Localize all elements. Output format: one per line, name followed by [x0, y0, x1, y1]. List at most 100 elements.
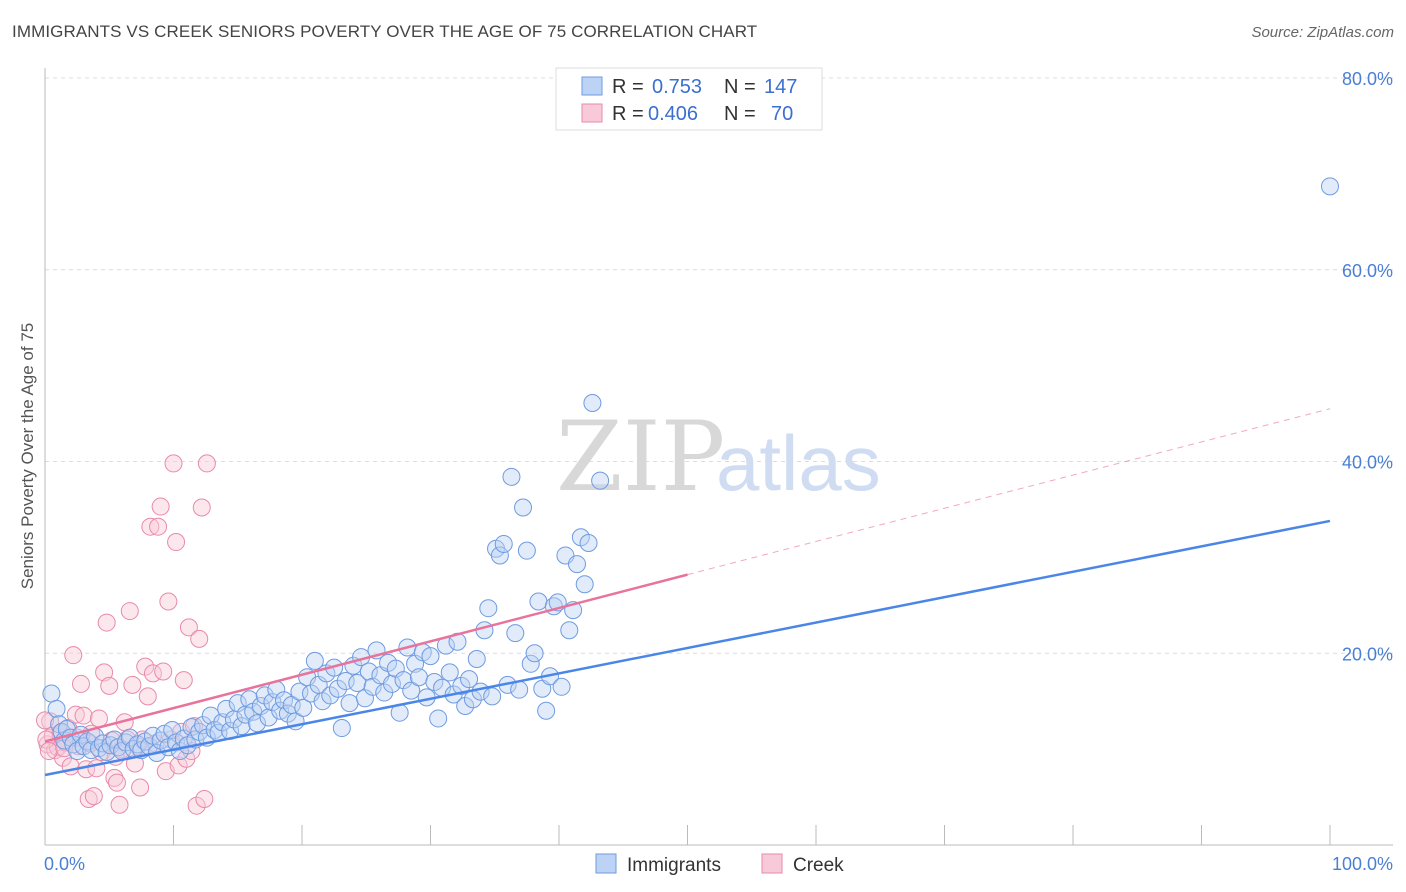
creek-points	[36, 454, 216, 815]
creek-point-20	[89, 709, 108, 728]
legend-r-label-2: R =	[612, 103, 644, 125]
immigrants-point-79	[340, 694, 359, 713]
immigrants-point-141	[579, 533, 598, 552]
watermark-atlas: atlas	[716, 419, 881, 507]
creek-point-14	[74, 706, 93, 725]
immigrants-point-115	[479, 599, 498, 618]
x-tick-label-0: 0.0%	[44, 854, 85, 874]
immigrants-point-77	[332, 719, 351, 738]
creek-point-49	[164, 454, 183, 473]
immigrants-point-110	[460, 670, 479, 689]
creek-point-55	[179, 618, 198, 637]
immigrants-point-100	[421, 647, 440, 666]
immigrants-point-136	[560, 621, 579, 640]
immigrants-point-102	[429, 709, 448, 728]
immigrants-point-105	[440, 663, 459, 682]
bottom-legend-immigrants: Immigrants	[627, 855, 721, 876]
legend-n-value-2: 70	[771, 103, 793, 125]
creek-point-33	[123, 675, 142, 694]
creek-point-47	[159, 592, 178, 611]
immigrants-point-128	[529, 592, 548, 611]
creek-point-58	[187, 796, 206, 815]
creek-point-65	[39, 742, 58, 761]
bottom-legend-swatch-creek	[761, 853, 783, 874]
creek-trend-line	[44, 573, 688, 743]
y-tick-label-20: 20.0%	[1342, 644, 1393, 664]
creek-point-36	[131, 778, 150, 797]
creek-point-31	[118, 730, 137, 749]
immigrants-point-138	[567, 555, 586, 574]
immigrants-point-143	[591, 471, 610, 490]
immigrants-trend-line	[44, 519, 1331, 777]
creek-point-18	[84, 787, 103, 806]
creek-point-51	[169, 756, 188, 775]
legend-n-label-1: N =	[724, 76, 756, 98]
creek-point-40	[141, 517, 160, 536]
legend-swatch-creek	[581, 103, 603, 123]
immigrants-point-127	[525, 644, 544, 663]
legend-swatch-immigrants	[581, 76, 603, 96]
creek-point-60	[192, 498, 211, 517]
immigrants-point-123	[510, 680, 529, 699]
creek-point-23	[97, 613, 116, 632]
creek-point-50	[167, 533, 186, 552]
creek-point-44	[151, 497, 170, 516]
creek-point-59	[190, 629, 209, 648]
creek-point-16	[79, 789, 98, 808]
immigrants-point-142	[583, 394, 602, 413]
immigrants-point-125	[517, 541, 536, 560]
immigrants-point-76	[328, 679, 347, 698]
immigrants-point-112	[467, 650, 486, 669]
immigrants-point-47	[217, 699, 236, 718]
creek-point-39	[138, 687, 157, 706]
immigrants-point-126	[521, 654, 540, 673]
immigrants-point-22	[120, 728, 139, 747]
chart-title: IMMIGRANTS VS CREEK SENIORS POVERTY OVER…	[12, 22, 758, 41]
watermark-zip: ZIP	[556, 401, 725, 513]
immigrants-point-108	[452, 676, 471, 695]
y-tick-label-40: 40.0%	[1342, 453, 1393, 473]
source-credit: Source: ZipAtlas.com	[1251, 24, 1394, 41]
creek-point-28	[110, 795, 129, 814]
immigrants-point-51	[232, 717, 251, 736]
y-axis-label: Seniors Poverty Over the Age of 75	[18, 323, 37, 589]
immigrants-point-118	[490, 546, 509, 565]
creek-point-62	[197, 454, 216, 473]
immigrants-point-97	[409, 668, 428, 687]
trend-lines	[44, 408, 1331, 777]
creek-point-3	[46, 741, 65, 760]
immigrants-point-0	[42, 684, 61, 703]
legend-r-value-2: 0.406	[648, 103, 698, 125]
immigrants-point-140	[575, 575, 594, 594]
creek-point-10	[64, 646, 83, 665]
immigrants-point-55	[248, 714, 267, 733]
immigrants-point-84	[359, 662, 378, 681]
immigrants-point-58	[259, 708, 278, 727]
creek-point-26	[105, 768, 124, 787]
creek-point-13	[71, 674, 90, 693]
creek-point-61	[195, 789, 214, 808]
immigrants-point-67	[294, 698, 313, 717]
legend-n-value-1: 147	[764, 76, 797, 98]
immigrants-point-74	[321, 686, 340, 705]
legend-r-label-1: R =	[612, 76, 644, 98]
series-legend: Immigrants Creek	[595, 853, 844, 876]
immigrants-point-90	[382, 674, 401, 693]
creek-point-11	[66, 705, 85, 724]
legend-r-value-1: 0.753	[652, 76, 702, 98]
creek-point-22	[95, 663, 114, 682]
creek-point-19	[87, 759, 106, 778]
y-tick-label-60: 60.0%	[1342, 261, 1393, 281]
immigrants-point-81	[348, 673, 367, 692]
immigrants-point-124	[514, 498, 533, 517]
bottom-legend-creek: Creek	[793, 855, 844, 876]
creek-point-45	[154, 662, 173, 681]
immigrants-point-95	[402, 681, 421, 700]
x-tick-labels: 0.0% 100.0%	[44, 854, 1393, 874]
correlation-legend: R = 0.753 N = 147 R = 0.406 N = 70	[555, 67, 823, 131]
creek-point-53	[174, 671, 193, 690]
creek-point-63	[36, 711, 54, 730]
creek-point-43	[149, 517, 168, 536]
immigrants-point-114	[475, 621, 494, 640]
